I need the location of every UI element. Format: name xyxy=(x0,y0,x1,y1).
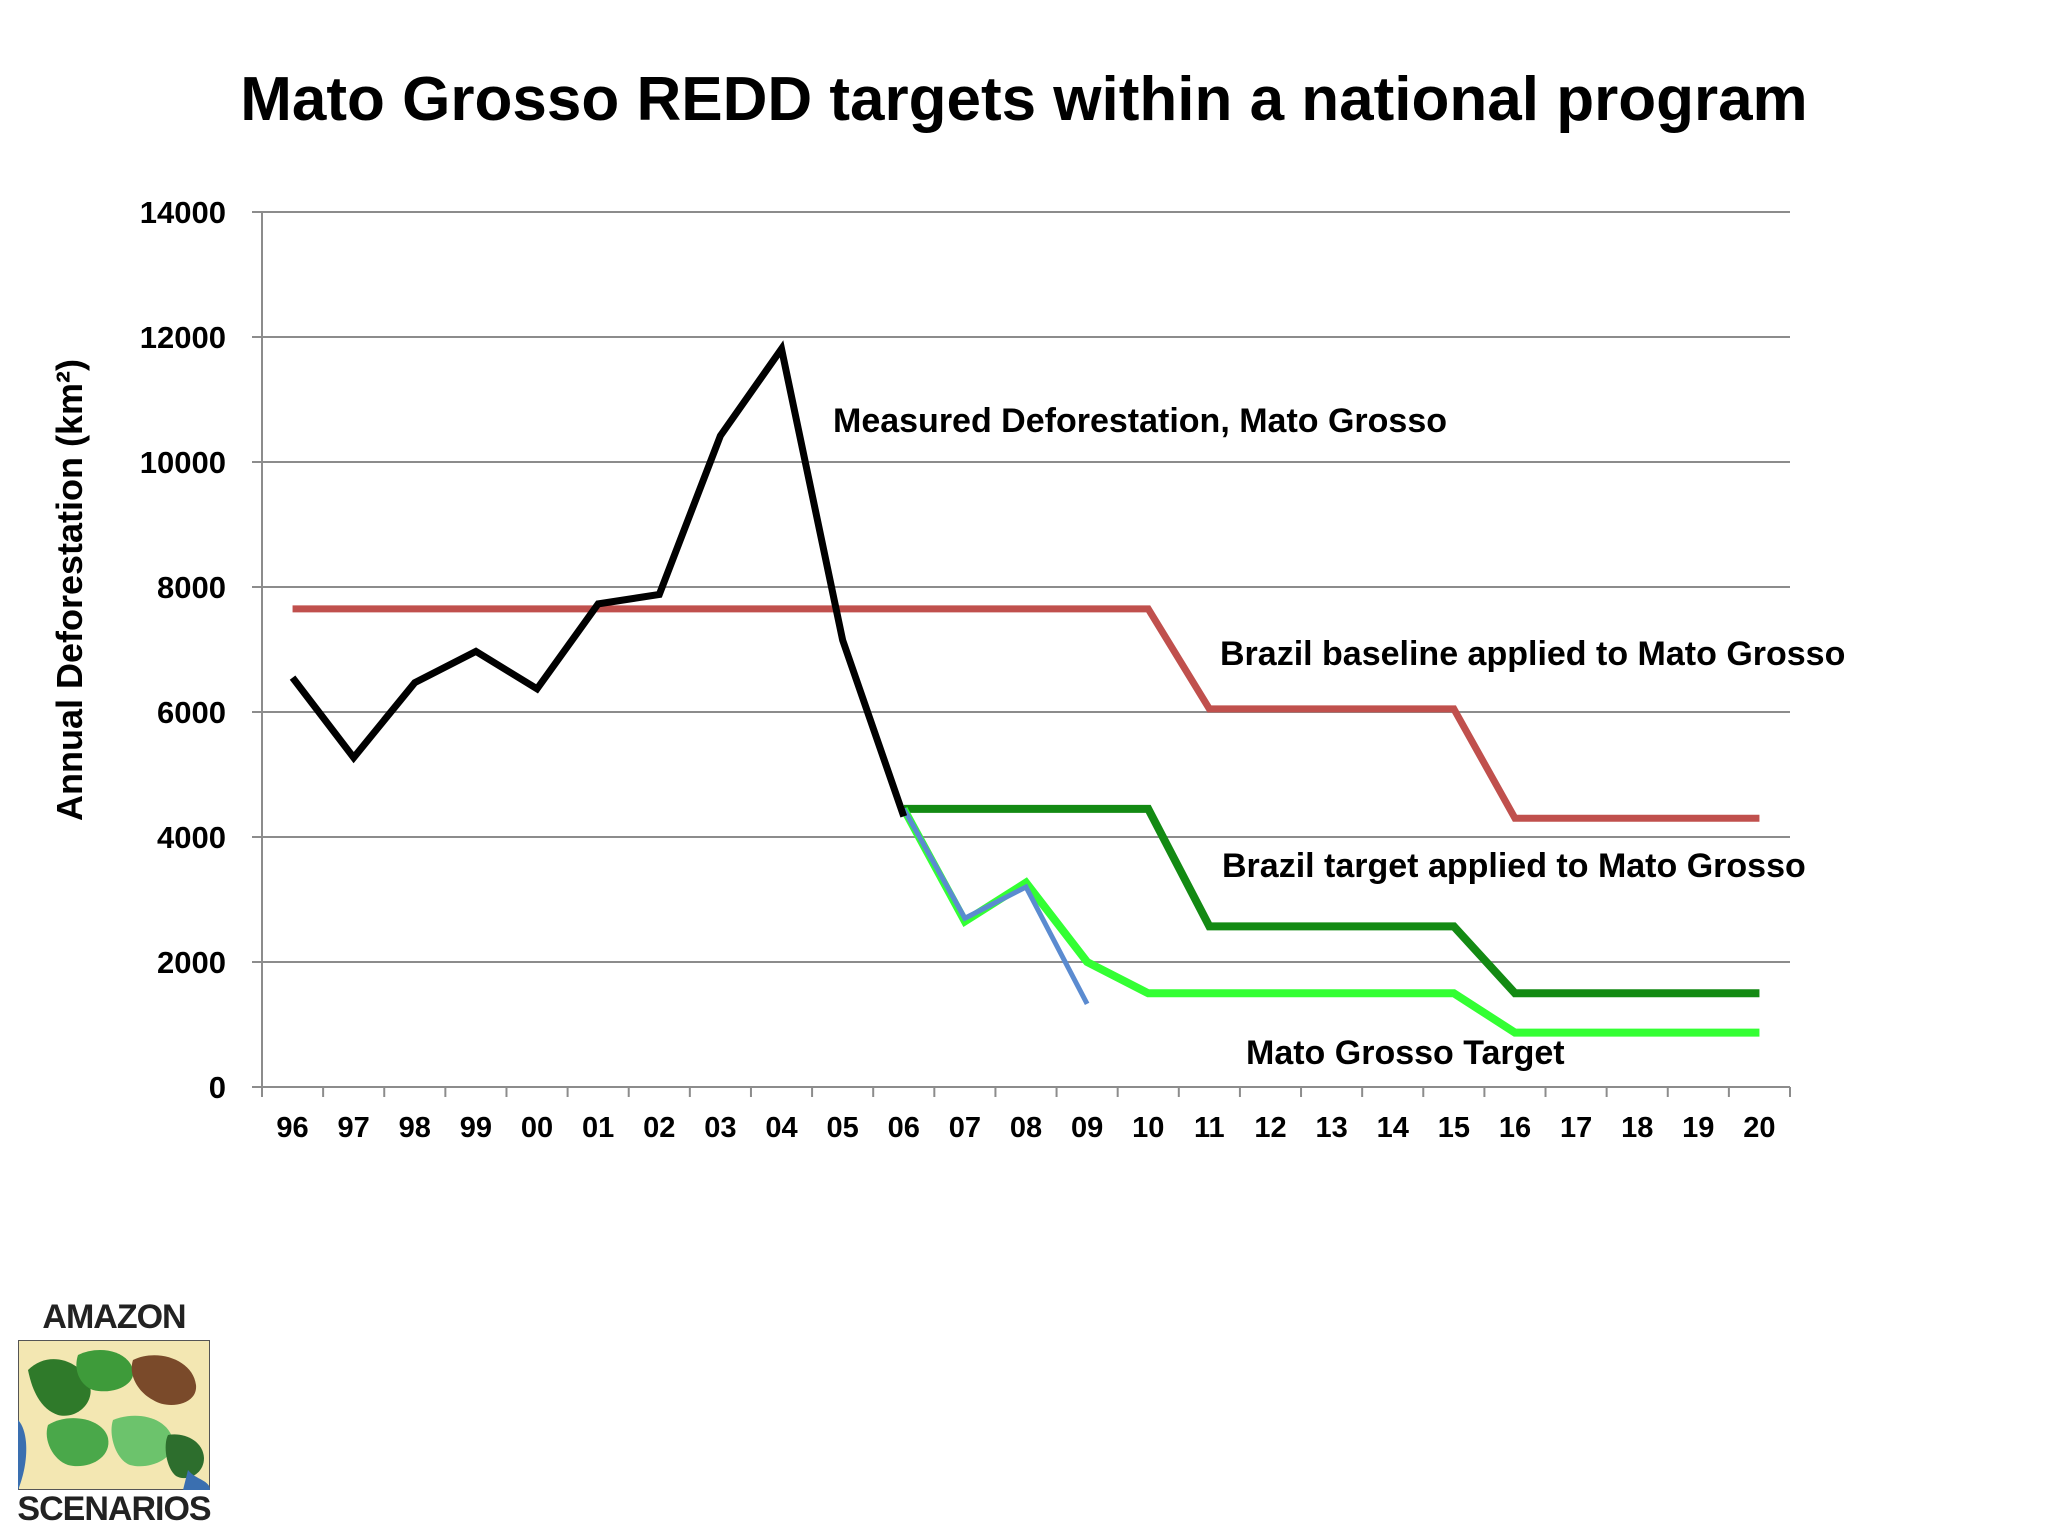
x-tick-label: 12 xyxy=(1254,1112,1286,1144)
x-tick-label: 06 xyxy=(888,1112,920,1144)
y-tick-label: 8000 xyxy=(157,570,226,605)
x-tick-label: 05 xyxy=(827,1112,859,1144)
x-tick-label: 98 xyxy=(399,1112,431,1144)
x-tick-label: 99 xyxy=(460,1112,492,1144)
annotation-0: Measured Deforestation, Mato Grosso xyxy=(833,402,1447,440)
y-tick-label: 12000 xyxy=(140,320,226,355)
y-axis-label: Annual Deforestation (km²) xyxy=(49,359,90,821)
series-line-3 xyxy=(900,806,1760,1037)
x-tick-label: 18 xyxy=(1621,1112,1653,1144)
x-tick-label: 03 xyxy=(704,1112,736,1144)
y-tick-label: 4000 xyxy=(157,820,226,855)
logo-map-icon xyxy=(18,1340,210,1490)
series-lines xyxy=(289,340,1760,1037)
x-tick-label: 10 xyxy=(1132,1112,1164,1144)
y-tick-label: 0 xyxy=(209,1070,226,1105)
annotations: Measured Deforestation, Mato Grosso Brazi… xyxy=(833,402,1845,1072)
x-tick-label: 11 xyxy=(1194,1112,1225,1144)
gridlines xyxy=(262,211,1790,963)
series-line-0 xyxy=(289,340,908,818)
y-tick-label: 10000 xyxy=(140,445,226,480)
x-tick-label: 20 xyxy=(1743,1112,1775,1144)
x-tick-label: 00 xyxy=(521,1112,553,1144)
y-tick-label: 14000 xyxy=(140,195,226,230)
y-tick-label: 6000 xyxy=(157,695,226,730)
y-tick-labels: 0 2000 4000 6000 8000 10000 12000 14000 xyxy=(140,195,226,1105)
series-line-2 xyxy=(903,804,1760,998)
x-tick-label: 13 xyxy=(1315,1112,1347,1144)
x-tick-label: 14 xyxy=(1377,1112,1409,1144)
series-line-1 xyxy=(292,605,1760,822)
x-tick-label: 17 xyxy=(1560,1112,1592,1144)
x-tick-label: 08 xyxy=(1010,1112,1042,1144)
annotation-3: Mato Grosso Target xyxy=(1246,1034,1565,1072)
annotation-1: Brazil baseline applied to Mato Grosso xyxy=(1220,635,1845,673)
logo-text-bottom: SCENARIOS xyxy=(17,1490,211,1528)
x-tick-label: 02 xyxy=(643,1112,675,1144)
x-tick-label: 96 xyxy=(276,1112,308,1144)
x-tick-label: 04 xyxy=(765,1112,797,1144)
amazon-scenarios-logo: AMAZON SCENARIOS xyxy=(16,1298,212,1528)
x-tick-label: 97 xyxy=(338,1112,370,1144)
x-tick-label: 19 xyxy=(1682,1112,1714,1144)
x-tick-label: 07 xyxy=(949,1112,981,1144)
annotation-2: Brazil target applied to Mato Grosso xyxy=(1222,847,1806,885)
y-tick-label: 2000 xyxy=(157,945,226,980)
x-tick-labels: 96 97 98 99 00 01 02 03 04 05 06 07 08 09 10 11 12 13 14 15… xyxy=(276,1112,1775,1144)
x-tick-label: 09 xyxy=(1071,1112,1103,1144)
x-tick-label: 16 xyxy=(1499,1112,1531,1144)
series-line-4 xyxy=(901,807,1090,1006)
x-tick-label: 15 xyxy=(1438,1112,1470,1144)
chart-title: Mato Grosso REDD targets within a nation… xyxy=(240,65,1808,134)
axes xyxy=(252,211,1791,1097)
logo-text-top: AMAZON xyxy=(42,1298,186,1336)
x-tick-label: 01 xyxy=(582,1112,614,1144)
